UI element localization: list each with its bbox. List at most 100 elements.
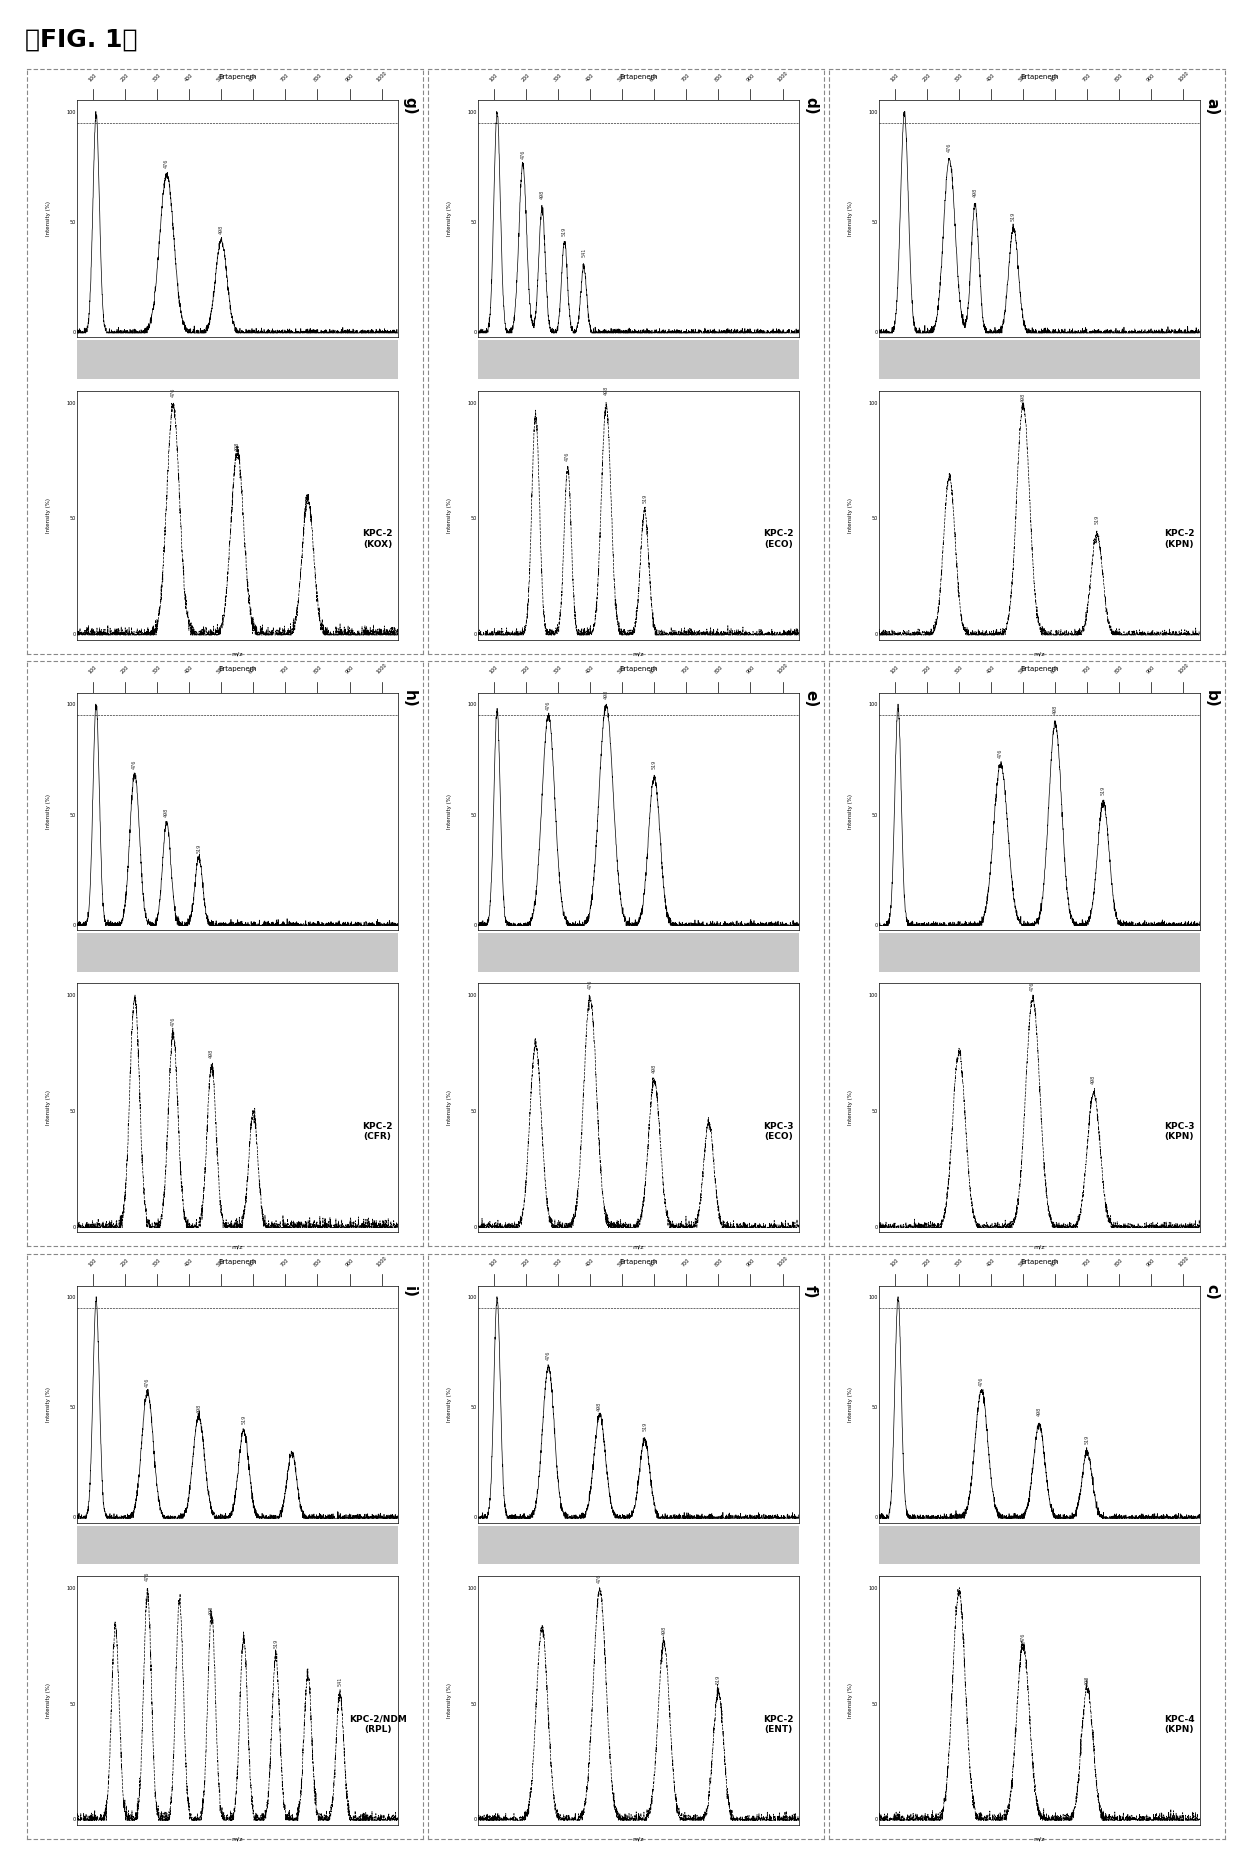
Text: 476: 476 — [546, 1350, 551, 1359]
Text: KPC-2
(ECO): KPC-2 (ECO) — [764, 530, 794, 548]
Text: 100: 100 — [868, 400, 878, 406]
Text: KPC-2
(CFR): KPC-2 (CFR) — [362, 1122, 393, 1141]
Text: 50: 50 — [872, 813, 878, 817]
Text: 476: 476 — [546, 700, 551, 709]
Text: f): f) — [804, 1285, 818, 1298]
Text: 50: 50 — [69, 517, 76, 522]
Text: 100: 100 — [66, 993, 76, 998]
Text: m/z: m/z — [1033, 1245, 1045, 1248]
Text: c): c) — [1204, 1283, 1219, 1300]
Text: 498: 498 — [210, 1048, 215, 1057]
Text: 100: 100 — [868, 109, 878, 115]
Text: 200: 200 — [120, 1258, 130, 1269]
Text: 476: 476 — [947, 143, 952, 152]
Text: 600: 600 — [1050, 1258, 1060, 1269]
Text: 100: 100 — [88, 72, 98, 83]
Text: m/z: m/z — [632, 1245, 644, 1248]
Text: 500: 500 — [618, 1258, 627, 1269]
Text: 498: 498 — [1091, 1074, 1096, 1083]
Text: Ertapenem: Ertapenem — [218, 74, 257, 80]
Text: 200: 200 — [921, 665, 932, 676]
Text: 1000: 1000 — [776, 1256, 789, 1269]
Text: 900: 900 — [745, 665, 755, 676]
Text: 300: 300 — [553, 665, 563, 676]
Text: h): h) — [402, 691, 417, 707]
Text: 100: 100 — [467, 702, 476, 707]
Text: 100: 100 — [66, 702, 76, 707]
Text: 476: 476 — [1030, 982, 1035, 991]
Text: Ertapenem: Ertapenem — [619, 74, 657, 80]
Text: 1000: 1000 — [776, 663, 789, 676]
Text: 400: 400 — [184, 665, 195, 676]
Text: 100: 100 — [467, 109, 476, 115]
Text: 1000: 1000 — [1177, 70, 1189, 83]
Text: 400: 400 — [585, 665, 595, 676]
Text: 700: 700 — [280, 1258, 290, 1269]
Text: Ertapenem: Ertapenem — [1021, 1259, 1059, 1265]
Text: 0: 0 — [474, 330, 476, 335]
Text: 500: 500 — [1018, 665, 1028, 676]
Text: Intensity (%): Intensity (%) — [46, 202, 51, 237]
Text: 200: 200 — [521, 665, 531, 676]
Text: 100: 100 — [467, 1295, 476, 1300]
Text: 0: 0 — [474, 1515, 476, 1520]
Text: 100: 100 — [868, 993, 878, 998]
Text: 498: 498 — [652, 1065, 657, 1072]
Text: 541: 541 — [582, 248, 587, 257]
Text: 600: 600 — [650, 1258, 660, 1269]
Text: 50: 50 — [872, 517, 878, 522]
Text: Intensity (%): Intensity (%) — [848, 202, 853, 237]
Text: 400: 400 — [184, 1258, 195, 1269]
Text: 476: 476 — [145, 1570, 150, 1582]
Text: 476: 476 — [588, 980, 593, 989]
Text: Ertapenem: Ertapenem — [1021, 667, 1059, 672]
Text: Ertapenem: Ertapenem — [619, 1259, 657, 1265]
Text: m/z: m/z — [632, 1837, 644, 1841]
Text: 0: 0 — [874, 1515, 878, 1520]
Text: 400: 400 — [986, 72, 996, 83]
Text: 50: 50 — [69, 1406, 76, 1409]
Text: 900: 900 — [345, 665, 355, 676]
Text: 900: 900 — [745, 72, 755, 83]
Text: 519: 519 — [1085, 1435, 1090, 1445]
Text: 700: 700 — [280, 72, 290, 83]
Text: 0: 0 — [874, 1817, 878, 1822]
Text: Ertapenem: Ertapenem — [218, 1259, 257, 1265]
Text: 498: 498 — [661, 1626, 666, 1635]
Text: 1000: 1000 — [376, 663, 388, 676]
Text: 100: 100 — [88, 665, 98, 676]
Text: 498: 498 — [604, 387, 609, 396]
Text: 100: 100 — [66, 1585, 76, 1591]
Text: 100: 100 — [467, 1585, 476, 1591]
Text: 300: 300 — [153, 1258, 162, 1269]
Text: Intensity (%): Intensity (%) — [448, 1387, 453, 1422]
Text: Ertapenem: Ertapenem — [1021, 74, 1059, 80]
Text: 400: 400 — [585, 72, 595, 83]
Text: 0: 0 — [73, 1515, 76, 1520]
Text: 476: 476 — [164, 157, 169, 169]
Text: Intensity (%): Intensity (%) — [46, 1387, 51, 1422]
Text: 【FIG. 1】: 【FIG. 1】 — [25, 28, 138, 52]
Text: 100: 100 — [890, 72, 900, 83]
Text: Ertapenem: Ertapenem — [218, 667, 257, 672]
Text: 498: 498 — [539, 189, 544, 198]
Text: 600: 600 — [248, 665, 258, 676]
Text: 100: 100 — [890, 665, 900, 676]
Text: Intensity (%): Intensity (%) — [848, 1091, 853, 1126]
Text: 50: 50 — [470, 1406, 476, 1409]
Text: a): a) — [1204, 98, 1219, 115]
Text: 498: 498 — [1053, 706, 1058, 715]
Text: 498: 498 — [234, 443, 239, 452]
Text: 50: 50 — [872, 1109, 878, 1115]
Text: 1000: 1000 — [376, 1256, 388, 1269]
Text: 50: 50 — [470, 1109, 476, 1115]
Text: 0: 0 — [874, 1224, 878, 1230]
Text: 500: 500 — [618, 665, 627, 676]
Text: 1000: 1000 — [1177, 663, 1189, 676]
Text: 800: 800 — [1115, 1258, 1125, 1269]
Text: 800: 800 — [713, 72, 723, 83]
Text: 476: 476 — [171, 1017, 176, 1026]
Text: 498: 498 — [1085, 1676, 1090, 1685]
Text: 300: 300 — [954, 1258, 963, 1269]
Text: 700: 700 — [1083, 665, 1092, 676]
